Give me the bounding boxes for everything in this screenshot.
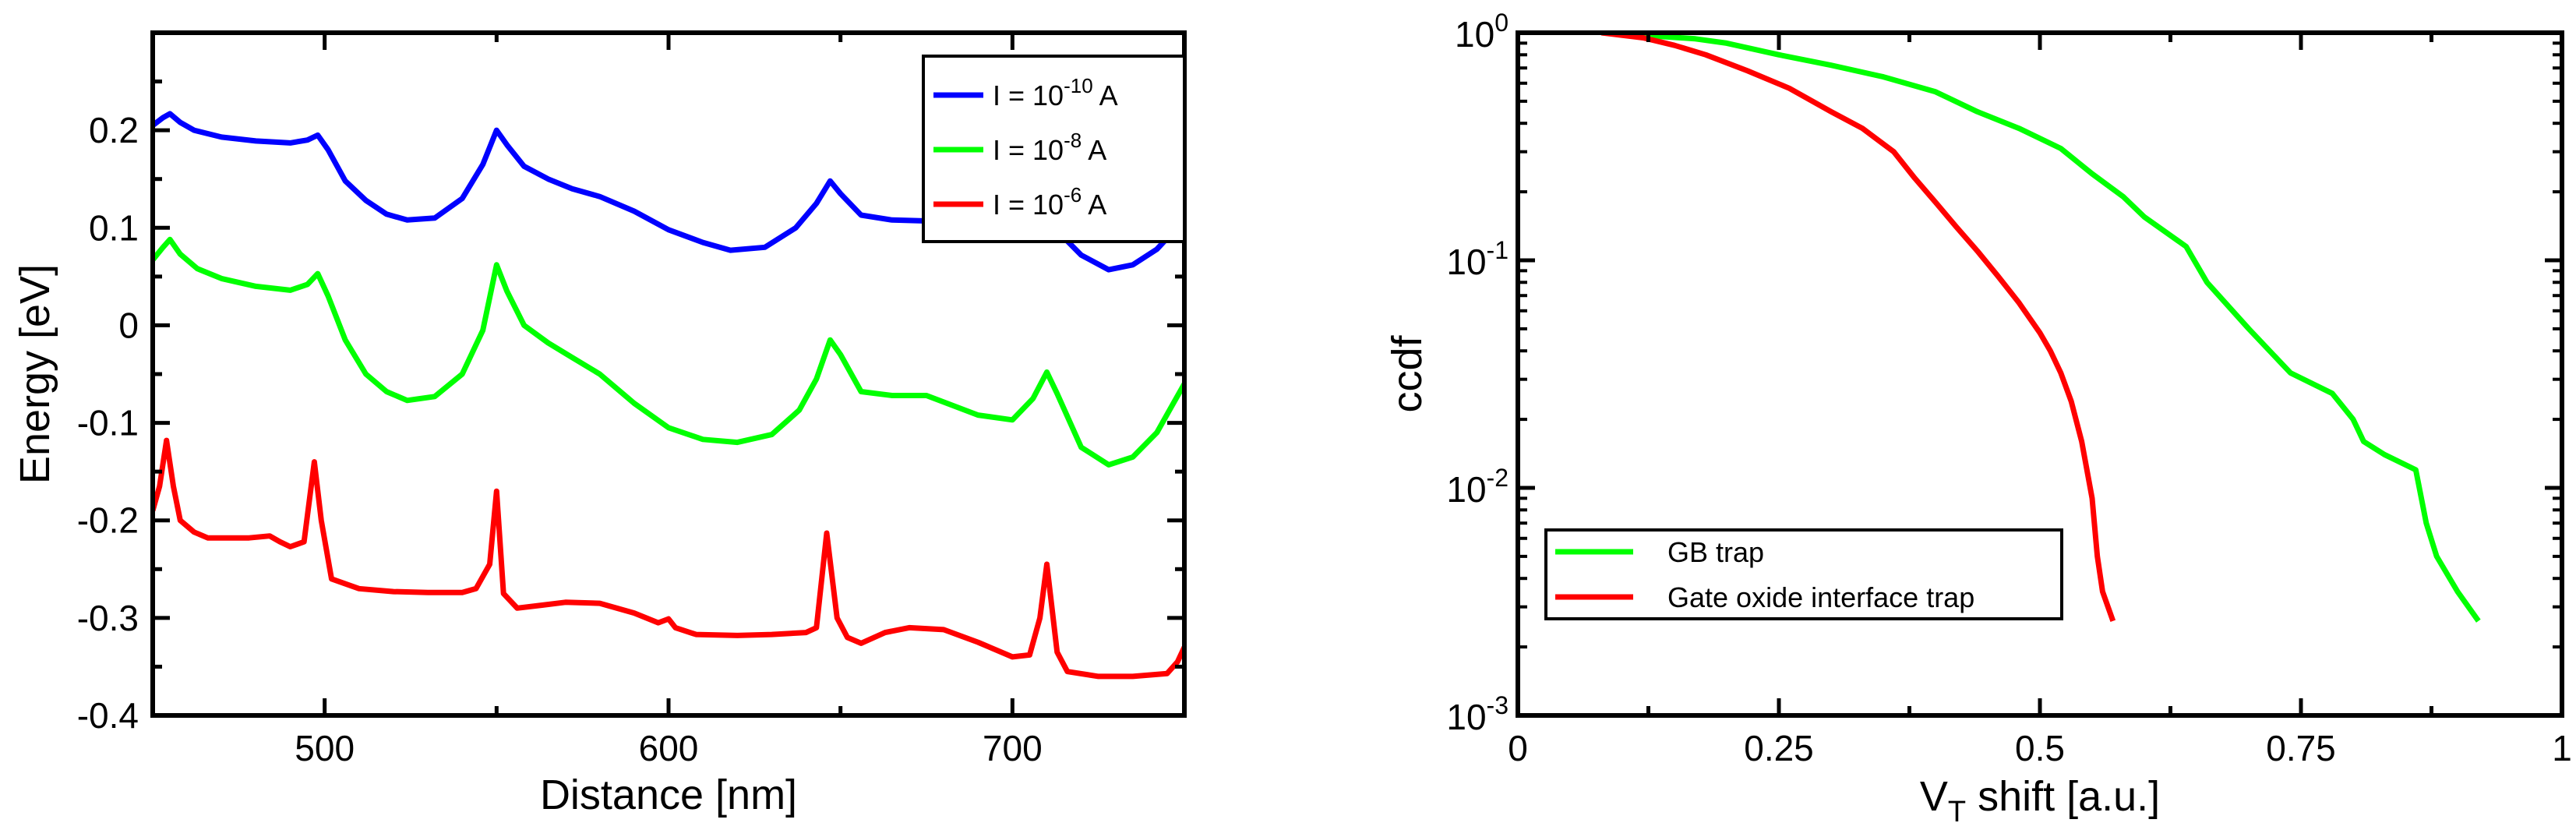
series-line-6 bbox=[153, 437, 1184, 680]
y-tick-label: -0.3 bbox=[77, 598, 139, 638]
y-tick-label: 0.1 bbox=[89, 207, 139, 248]
legend-label-gate-oxide: Gate oxide interface trap bbox=[1667, 581, 1974, 613]
y-tick-label: 10-3 bbox=[1446, 691, 1509, 737]
left-chart: 500 600 700 -0.4 -0.3 -0.2 -0.1 0 0.1 0.2 Distanc… bbox=[12, 30, 1187, 818]
right-x-axis-title: VT shift [a.u.] bbox=[1920, 773, 2160, 828]
legend-entry-gb-trap: GB trap bbox=[1555, 536, 1764, 568]
legend-label-1e-6: I = 10-6 A bbox=[993, 183, 1106, 221]
legend-label-gb-trap: GB trap bbox=[1667, 536, 1764, 568]
x-tick-label: 1 bbox=[2552, 728, 2572, 768]
legend-label-1e-10: I = 10-10 A bbox=[993, 74, 1118, 111]
left-chart-ticks: 500 600 700 -0.4 -0.3 -0.2 -0.1 0 0.1 0.2 bbox=[77, 33, 1187, 768]
series-line-gate-oxide-interface-trap bbox=[1600, 33, 2116, 622]
legend-entry-gate-oxide: Gate oxide interface trap bbox=[1555, 581, 1974, 613]
x-tick-label: 0.5 bbox=[2015, 728, 2065, 768]
y-tick-label: -0.2 bbox=[77, 500, 139, 541]
y-tick-label: 0.2 bbox=[89, 110, 139, 150]
x-tick-label: 0.25 bbox=[1744, 728, 1814, 768]
y-tick-label: 10-1 bbox=[1446, 236, 1509, 282]
legend-entry-1e-8: I = 10-8 A bbox=[933, 129, 1106, 166]
x-tick-label: 500 bbox=[295, 728, 355, 768]
right-legend: GB trap Gate oxide interface trap bbox=[1544, 528, 2063, 620]
y-tick-label: 10-2 bbox=[1446, 464, 1509, 510]
right-y-axis-title: ccdf bbox=[1384, 334, 1431, 412]
right-chart-lines bbox=[1600, 33, 2481, 623]
x-tick-label: 0.75 bbox=[2266, 728, 2336, 768]
left-y-axis-title: Energy [eV] bbox=[12, 264, 58, 484]
x-tick-label: 0 bbox=[1508, 728, 1528, 768]
series-line-gb-trap bbox=[1600, 33, 2481, 623]
left-x-axis-title: Distance [nm] bbox=[540, 772, 797, 818]
y-tick-label: -0.4 bbox=[77, 695, 139, 736]
legend-label-1e-8: I = 10-8 A bbox=[993, 129, 1106, 166]
right-chart: 0 0.25 0.5 0.75 1 100 10-1 10-2 10-3 VT shift [a… bbox=[1384, 9, 2572, 828]
legend-entry-1e-10: I = 10-10 A bbox=[933, 74, 1118, 111]
y-tick-label: -0.1 bbox=[77, 403, 139, 443]
y-tick-label: 100 bbox=[1455, 9, 1509, 55]
y-tick-label: 0 bbox=[118, 305, 139, 345]
series-line-8 bbox=[153, 236, 1184, 468]
left-legend: I = 10-10 A I = 10-8 A I = 10-6 A bbox=[922, 55, 1186, 243]
right-legend-box bbox=[1544, 528, 2063, 620]
right-chart-ticks: 0 0.25 0.5 0.75 1 100 10-1 10-2 10-3 bbox=[1446, 9, 2571, 768]
x-tick-label: 600 bbox=[639, 728, 699, 768]
x-tick-label: 700 bbox=[983, 728, 1043, 768]
legend-entry-1e-6: I = 10-6 A bbox=[933, 183, 1106, 221]
